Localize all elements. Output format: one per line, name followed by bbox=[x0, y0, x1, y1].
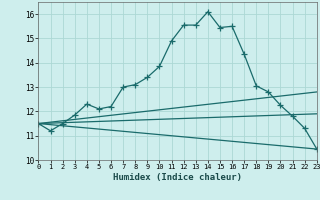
X-axis label: Humidex (Indice chaleur): Humidex (Indice chaleur) bbox=[113, 173, 242, 182]
